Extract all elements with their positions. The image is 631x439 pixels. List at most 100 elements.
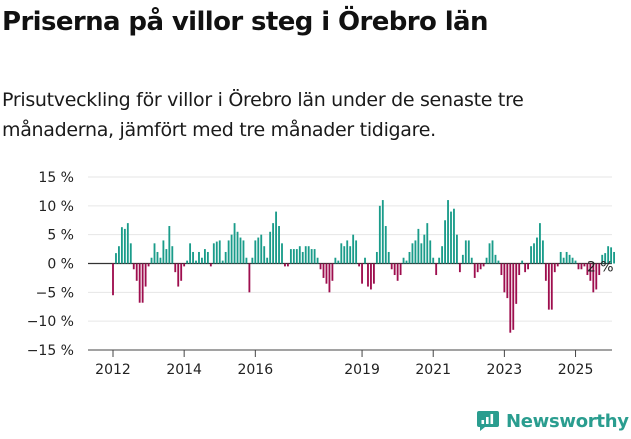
- bar: [378, 205, 381, 264]
- x-tick-label: 2016: [237, 362, 273, 378]
- bar: [266, 257, 269, 264]
- y-tick-label: 5 %: [47, 228, 74, 244]
- x-tick-label: 2019: [344, 362, 380, 378]
- bar: [494, 254, 497, 264]
- bar: [343, 246, 346, 264]
- bar: [414, 240, 417, 264]
- bar: [387, 251, 390, 264]
- bar: [533, 243, 535, 264]
- bar: [263, 246, 266, 264]
- bar: [150, 257, 153, 264]
- annotation-label: 2 %: [587, 259, 614, 275]
- bar: [171, 246, 174, 264]
- bar: [583, 263, 586, 267]
- bar: [367, 263, 369, 287]
- bar: [497, 260, 500, 264]
- bar: [429, 240, 432, 264]
- bar: [186, 260, 189, 264]
- bar: [411, 243, 414, 264]
- bar: [281, 243, 283, 264]
- bar: [195, 260, 197, 264]
- bar: [126, 223, 129, 264]
- x-tick-label: 2014: [166, 362, 202, 378]
- bar: [453, 208, 455, 264]
- bar: [441, 246, 444, 264]
- bar: [337, 260, 340, 264]
- bar: [352, 234, 355, 264]
- bar: [144, 263, 147, 287]
- bar: [198, 251, 200, 264]
- bar: [138, 263, 141, 303]
- bar-chart: 15 %10 %5 %0 %−5 %−10 %−15 % 2012 2014 201…: [27, 170, 615, 378]
- bar: [233, 223, 236, 264]
- bar: [488, 243, 491, 264]
- bar: [521, 260, 524, 264]
- bar: [135, 263, 138, 281]
- bar: [473, 263, 476, 278]
- bar: [610, 247, 613, 264]
- bar: [580, 263, 583, 270]
- bar: [189, 243, 192, 264]
- bar: [120, 227, 123, 264]
- bar: [402, 257, 405, 264]
- bar: [307, 246, 310, 264]
- bar: [479, 263, 482, 270]
- bar: [201, 257, 203, 264]
- bar: [586, 263, 589, 276]
- bar: [476, 263, 479, 273]
- bar: [275, 211, 277, 264]
- bar: [180, 263, 183, 281]
- bar: [310, 249, 313, 264]
- bar: [372, 263, 375, 284]
- bar: [559, 251, 562, 264]
- bar: [269, 231, 272, 264]
- brand-name: Newsworthy: [506, 410, 629, 432]
- bar: [503, 263, 506, 293]
- bar: [515, 263, 518, 304]
- bar: [284, 263, 286, 267]
- bar: [491, 240, 494, 264]
- bar: [438, 257, 441, 264]
- bar: [408, 251, 411, 264]
- bar: [541, 240, 544, 264]
- x-tick-label: 2012: [95, 362, 131, 378]
- chart-subtitle: Prisutveckling för villor i Örebro län u…: [2, 89, 524, 141]
- bar: [295, 249, 298, 264]
- bar: [417, 228, 420, 264]
- bar: [447, 200, 449, 264]
- bar: [577, 263, 580, 270]
- bar: [370, 263, 372, 290]
- bar: [328, 263, 331, 293]
- bar: [319, 263, 322, 270]
- bar: [209, 263, 212, 267]
- y-tick-label: −10 %: [27, 314, 74, 330]
- bar: [435, 263, 438, 276]
- bar: [322, 263, 325, 278]
- bar: [301, 251, 304, 264]
- bar: [334, 257, 337, 264]
- bar: [464, 240, 467, 264]
- y-axis: 15 % 10 % 5 % 0 % −5 % −10 % −15 %: [27, 170, 74, 359]
- bar: [547, 263, 550, 310]
- x-tick-label: 2023: [487, 362, 523, 378]
- bar: [444, 220, 446, 264]
- bar: [260, 234, 263, 264]
- bar: [346, 240, 349, 264]
- bar: [426, 223, 429, 264]
- bar: [556, 263, 559, 267]
- x-tick-label: 2025: [558, 362, 594, 378]
- newsworthy-logo[interactable]: Newsworthy: [476, 409, 629, 433]
- bar: [607, 246, 610, 264]
- bar: [192, 251, 194, 264]
- bar: [132, 263, 135, 270]
- bar: [518, 263, 521, 276]
- bar: [565, 251, 568, 264]
- bar: [239, 237, 242, 264]
- bar: [432, 257, 435, 264]
- bar: [613, 251, 615, 264]
- bar: [248, 263, 251, 293]
- bar: [304, 246, 307, 264]
- bar: [384, 226, 387, 264]
- bar: [287, 263, 289, 267]
- bar: [156, 251, 159, 264]
